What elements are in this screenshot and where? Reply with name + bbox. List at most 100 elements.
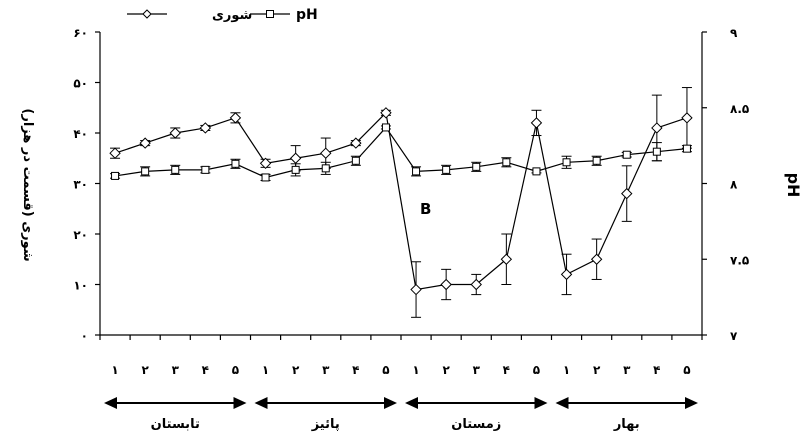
season-label: پائیز: [311, 417, 340, 432]
legend-salinity-marker: [142, 9, 152, 19]
y-left-tick-label: ۵۰: [73, 77, 88, 91]
x-tick-label: ۴: [202, 363, 209, 377]
ph-point: [562, 158, 571, 167]
x-tick-label: ۳: [322, 363, 330, 377]
left-axis-ticks: ۰ ۱۰ ۲۰ ۳۰ ۴۰ ۵۰ ۶۰: [73, 26, 100, 343]
season-arrow-head-right: [534, 397, 548, 409]
salinity-point: [560, 268, 573, 281]
salinity-point: [380, 107, 392, 119]
ph-point: [412, 167, 421, 176]
season-label: زمستان: [451, 417, 501, 432]
ph-point: [141, 167, 150, 176]
season-arrows: تابستان پائیز زمستان بهار: [104, 397, 698, 432]
season-arrow-head-right: [233, 397, 247, 409]
x-tick-label: ۱: [262, 363, 269, 377]
x-tick-label: ۵: [683, 363, 690, 377]
salinity-point: [199, 122, 212, 134]
legend-ph-marker: [266, 10, 274, 18]
x-tick-label: ۱: [563, 363, 570, 377]
salinity-point: [500, 253, 513, 265]
x-tick-label: ۴: [503, 363, 510, 377]
x-tick-label: ۲: [442, 363, 450, 377]
season-arrow-head-left: [254, 397, 268, 409]
salinity-point: [350, 137, 362, 149]
y-left-axis-label: شوری (قسمت در هزار): [20, 108, 35, 261]
ph-point: [171, 165, 180, 174]
annotation-b: B: [420, 200, 431, 218]
salinity-point: [259, 157, 272, 170]
y-right-tick-label: ۷.۵: [730, 253, 749, 267]
series-layer: [109, 87, 693, 318]
y-left-tick-label: ۱۰: [73, 279, 88, 293]
ph-point: [682, 144, 691, 153]
legend-ph-label: pH: [296, 7, 318, 23]
x-tick-label: ۳: [172, 363, 180, 377]
season-arrow-head-left: [104, 397, 117, 409]
x-tick-label: ۵: [232, 363, 239, 377]
ph-point: [592, 156, 601, 165]
y-right-tick-label: ۹: [730, 26, 738, 40]
x-tick-label: ۳: [473, 363, 481, 377]
x-tick-label: ۲: [292, 363, 300, 377]
salinity-point: [320, 147, 332, 159]
y-right-tick-label: ۷: [730, 329, 738, 343]
salinity-point: [139, 137, 151, 149]
x-tick-label: ۲: [593, 363, 601, 377]
legend-salinity-label: شوری: [212, 8, 252, 23]
ph-line: [114, 126, 688, 179]
salinity-point: [681, 112, 693, 124]
salinity-point: [530, 117, 543, 129]
y-left-tick-label: ۰: [81, 329, 88, 343]
salinity-point: [590, 253, 603, 265]
season-arrow-head-left: [555, 397, 569, 409]
legend: شوری pH: [127, 7, 318, 23]
ph-point: [111, 171, 120, 180]
ph-point: [351, 156, 360, 165]
axes: [99, 32, 703, 336]
x-tick-label: ۳: [623, 363, 631, 377]
ph-point: [261, 173, 270, 182]
x-tick-label: ۵: [382, 363, 389, 377]
salinity-point: [410, 283, 422, 296]
x-tick-label: ۴: [653, 363, 660, 377]
y-left-tick-label: ۴۰: [73, 127, 88, 141]
x-tick-label: ۵: [533, 363, 540, 377]
x-axis-ticks: ۱ ۲ ۳ ۴ ۵ ۱ ۲ ۳ ۴ ۵ ۱ ۲ ۳ ۴ ۵ ۱ ۲ ۳ ۴ ۵: [99, 335, 703, 377]
ph-point: [502, 158, 511, 167]
salinity-point: [229, 112, 242, 124]
salinity-point: [289, 152, 302, 164]
season-arrow-head-left: [405, 397, 418, 409]
season-arrow-head-right: [384, 397, 397, 409]
x-tick-label: ۲: [141, 363, 149, 377]
y-right-axis-label: pH: [784, 173, 802, 198]
salinity-point: [470, 278, 482, 291]
ph-point: [381, 123, 390, 132]
ph-point: [231, 159, 240, 168]
ph-point: [201, 165, 210, 174]
x-tick-label: ۱: [412, 363, 419, 377]
ph-point: [291, 165, 300, 174]
ph-point: [472, 162, 481, 171]
salinity-point: [651, 122, 663, 134]
ph-point: [532, 167, 541, 176]
ph-point: [442, 165, 451, 174]
season-arrow-head-right: [685, 397, 698, 409]
season-label: بهار: [613, 417, 640, 432]
salinity-point: [109, 147, 121, 159]
ph-point: [321, 164, 330, 173]
y-right-tick-label: ۸.۵: [730, 102, 749, 116]
y-left-tick-label: ۶۰: [73, 26, 88, 40]
salinity-point: [169, 127, 181, 139]
ph-point: [652, 147, 661, 156]
right-axis-ticks: ۷ ۷.۵ ۸ ۸.۵ ۹: [702, 26, 749, 343]
y-left-tick-label: ۲۰: [73, 228, 88, 242]
salinity-point: [621, 187, 633, 200]
salinity-line: [114, 111, 688, 291]
y-left-tick-label: ۳۰: [73, 178, 88, 192]
season-label: تابستان: [151, 417, 200, 432]
x-tick-label: ۱: [111, 363, 118, 377]
y-right-tick-label: ۸: [730, 178, 738, 192]
salinity-point: [440, 278, 452, 291]
ph-point: [622, 150, 631, 159]
